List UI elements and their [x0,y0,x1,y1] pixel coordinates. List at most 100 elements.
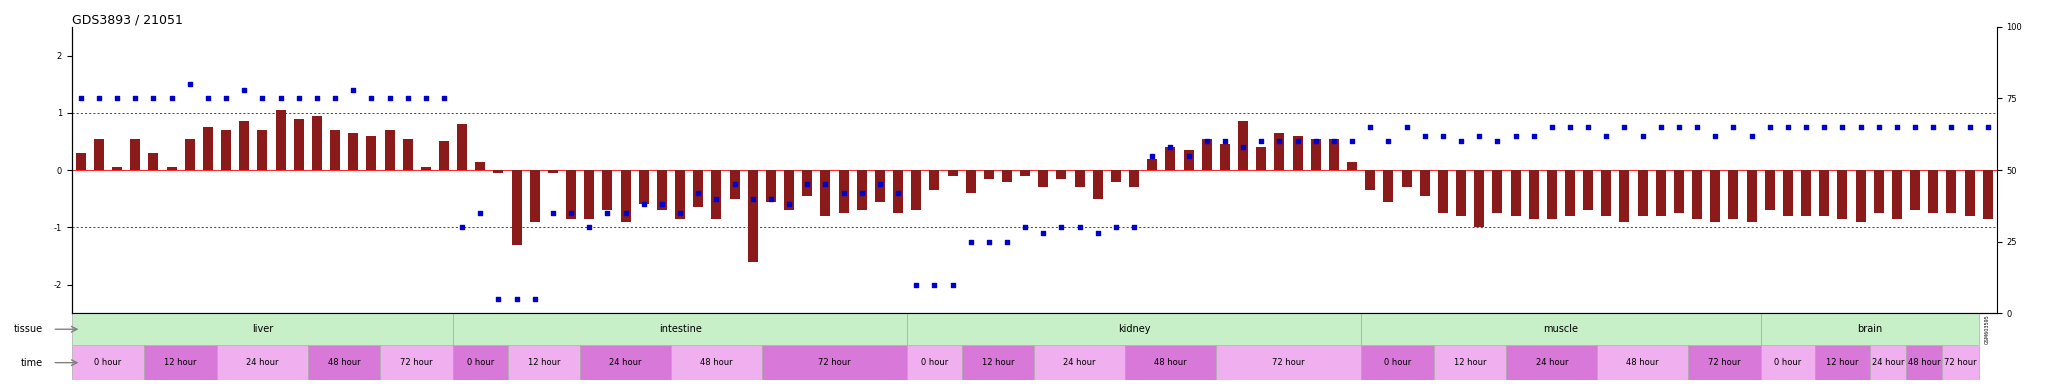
Bar [113,167,123,170]
Bar [766,170,776,202]
Bar [784,170,795,210]
Point [1898,124,1931,130]
Bar [438,141,449,170]
Point [1010,224,1042,230]
Bar [803,170,813,196]
Bar [1638,170,1649,216]
Bar [1602,170,1612,216]
Bar [131,139,139,170]
Text: 0 hour: 0 hour [94,358,121,367]
Point [1626,132,1659,139]
Bar [657,170,668,210]
Point [918,281,950,288]
Bar [1673,170,1683,213]
Bar [856,170,866,210]
Point [592,210,625,216]
Bar [1401,170,1411,187]
Point [156,95,188,101]
Point [754,196,786,202]
Text: 48 hour: 48 hour [1909,358,1939,367]
Bar [1907,345,1942,380]
Bar [580,345,672,380]
Bar [453,313,907,345]
Text: 12 hour: 12 hour [1827,358,1860,367]
Text: brain: brain [1858,324,1882,334]
Bar [1710,170,1720,222]
Text: 12 hour: 12 hour [981,358,1014,367]
Bar [1761,345,1815,380]
Bar [1929,170,1937,213]
Point [63,95,96,101]
Bar [893,170,903,213]
Point [1444,138,1477,144]
Bar [530,170,541,222]
Bar [311,116,322,170]
Point [246,95,279,101]
Bar [748,170,758,262]
Bar [1124,345,1217,380]
Point [283,95,315,101]
Text: 0 hour: 0 hour [467,358,494,367]
Point [555,210,588,216]
Point [193,95,225,101]
Point [1208,138,1241,144]
Point [1972,124,2005,130]
Point [899,281,932,288]
Bar [1438,170,1448,213]
Point [410,95,442,101]
Point [1118,224,1151,230]
Bar [1057,170,1067,179]
Bar [1147,159,1157,170]
Bar [1382,170,1393,202]
Text: 12 hour: 12 hour [528,358,561,367]
Bar [1110,170,1120,182]
Bar [217,345,307,380]
Point [682,190,715,196]
Point [391,95,424,101]
Bar [1688,345,1761,380]
Point [627,201,659,207]
Bar [1094,170,1102,199]
Point [608,210,641,216]
Point [1481,138,1513,144]
Bar [508,345,580,380]
Point [1372,138,1405,144]
Point [1171,153,1204,159]
Bar [1184,150,1194,170]
Point [1790,124,1823,130]
Text: 0 hour: 0 hour [1774,358,1802,367]
Bar [1942,345,1978,380]
Point [1663,124,1696,130]
Point [1880,124,1913,130]
Bar [1511,170,1520,216]
Bar [907,313,1362,345]
Bar [1001,170,1012,182]
Point [518,296,551,302]
Bar [1329,139,1339,170]
Bar [930,170,940,190]
Bar [1128,170,1139,187]
Bar [512,170,522,245]
Point [936,281,969,288]
Point [1954,124,1987,130]
Point [1354,124,1386,130]
Point [227,87,260,93]
Bar [240,121,250,170]
Text: 0 hour: 0 hour [922,358,948,367]
Bar [367,136,377,170]
Point [864,181,897,187]
Bar [1292,136,1303,170]
Bar [948,170,958,176]
Bar [1892,170,1903,219]
Point [700,196,733,202]
Point [1335,138,1368,144]
Bar [621,170,631,222]
Bar [1565,170,1575,216]
Text: 48 hour: 48 hour [1626,358,1659,367]
Bar [907,345,963,380]
Point [137,95,170,101]
Bar [1874,170,1884,213]
Bar [1419,170,1430,196]
Point [1935,124,1968,130]
Text: 24 hour: 24 hour [246,358,279,367]
